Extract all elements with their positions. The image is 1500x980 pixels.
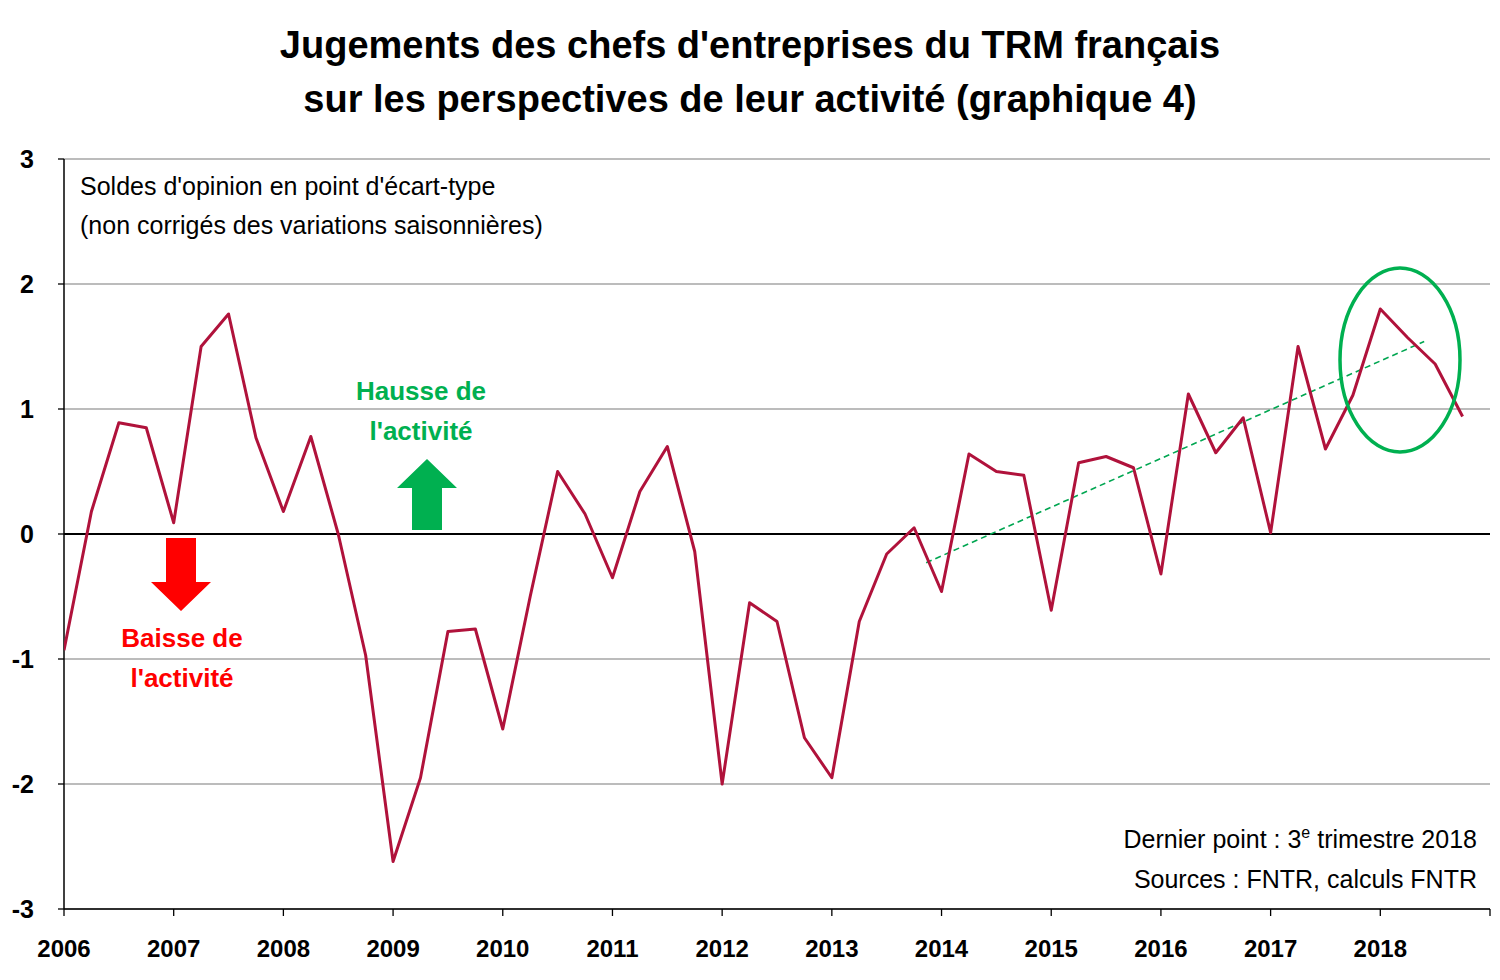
x-tick-label: 2006 bbox=[37, 935, 90, 962]
grid-line bbox=[64, 908, 1490, 909]
x-tick-label: 2012 bbox=[695, 935, 748, 962]
y-tick bbox=[58, 783, 64, 784]
x-tick bbox=[63, 909, 64, 916]
x-tick-label: 2018 bbox=[1354, 935, 1407, 962]
x-tick-label: 2008 bbox=[257, 935, 310, 962]
x-tick bbox=[173, 909, 174, 916]
trend-line bbox=[926, 342, 1424, 563]
annotation-up: l'activité bbox=[369, 416, 472, 446]
x-tick bbox=[1270, 909, 1271, 916]
x-tick bbox=[392, 909, 393, 916]
y-tick-label: -2 bbox=[12, 770, 34, 798]
zero-line bbox=[64, 533, 1490, 535]
x-tick-label: 2007 bbox=[147, 935, 200, 962]
y-tick bbox=[58, 908, 64, 909]
y-tick bbox=[58, 533, 64, 534]
title: Jugements des chefs d'entreprises du TRM… bbox=[280, 24, 1220, 66]
y-tick bbox=[58, 408, 64, 409]
x-tick bbox=[502, 909, 503, 916]
x-tick bbox=[722, 909, 723, 916]
x-axis bbox=[64, 908, 1490, 910]
note-superscript: e bbox=[1301, 824, 1310, 841]
x-tick bbox=[831, 909, 832, 916]
x-tick-label: 2011 bbox=[586, 935, 638, 962]
x-tick bbox=[941, 909, 942, 916]
subtitle: (non corrigés des variations saisonnière… bbox=[80, 211, 543, 239]
y-tick bbox=[58, 283, 64, 284]
note-part: trimestre 2018 bbox=[1310, 825, 1477, 853]
annotation-down: l'activité bbox=[130, 663, 233, 693]
x-tick-label: 2013 bbox=[805, 935, 858, 962]
grid-line bbox=[64, 658, 1490, 659]
x-tick bbox=[283, 909, 284, 916]
subtitle: Soldes d'opinion en point d'écart-type bbox=[80, 172, 495, 200]
sources: Sources : FNTR, calculs FNTR bbox=[1134, 865, 1477, 893]
y-tick-label: 1 bbox=[20, 395, 34, 423]
y-tick-label: 2 bbox=[20, 270, 34, 298]
grid-line bbox=[64, 283, 1490, 284]
last-point-note: Dernier point : 3e trimestre 2018 bbox=[1123, 824, 1477, 853]
chart: Jugements des chefs d'entreprises du TRM… bbox=[0, 0, 1500, 980]
x-tick bbox=[1051, 909, 1052, 916]
y-tick-label: 3 bbox=[20, 145, 34, 173]
x-axis-end bbox=[1489, 909, 1490, 916]
x-tick bbox=[612, 909, 613, 916]
y-tick-label: -3 bbox=[12, 895, 34, 923]
title: sur les perspectives de leur activité (g… bbox=[303, 78, 1196, 120]
highlight-ellipse bbox=[1340, 268, 1460, 452]
x-tick bbox=[1380, 909, 1381, 916]
x-tick bbox=[1160, 909, 1161, 916]
arrow-down bbox=[151, 538, 211, 611]
annotation-up: Hausse de bbox=[356, 376, 486, 406]
x-tick-label: 2017 bbox=[1244, 935, 1297, 962]
y-tick-label: 0 bbox=[20, 520, 34, 548]
grid-line bbox=[64, 158, 1490, 159]
y-axis bbox=[63, 159, 65, 909]
x-tick-label: 2016 bbox=[1134, 935, 1187, 962]
y-tick bbox=[58, 158, 64, 159]
x-tick-label: 2015 bbox=[1025, 935, 1078, 962]
x-tick-label: 2009 bbox=[366, 935, 419, 962]
series-line bbox=[64, 309, 1463, 862]
grid-line bbox=[64, 783, 1490, 784]
x-tick-label: 2010 bbox=[476, 935, 529, 962]
arrow-up bbox=[397, 459, 457, 530]
plot-area bbox=[64, 309, 1463, 862]
note-part: Dernier point : 3 bbox=[1123, 825, 1301, 853]
grid-line bbox=[64, 408, 1490, 409]
x-tick-label: 2014 bbox=[915, 935, 969, 962]
y-tick-label: -1 bbox=[12, 645, 34, 673]
y-tick bbox=[58, 658, 64, 659]
annotation-down: Baisse de bbox=[121, 623, 242, 653]
